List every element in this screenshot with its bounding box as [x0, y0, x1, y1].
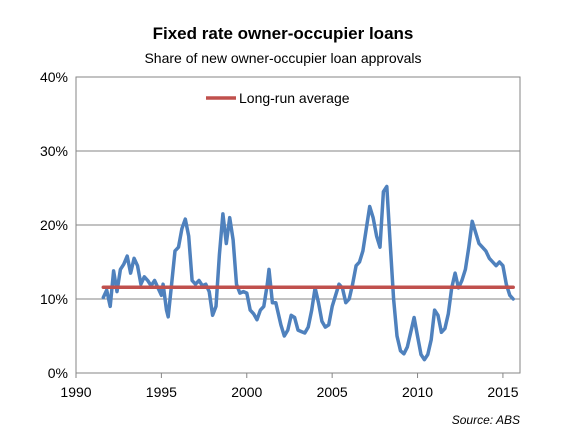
x-tick-label: 2005: [317, 384, 348, 400]
series-line-fixed-rate-share: [101, 184, 515, 362]
source-label: Source: ABS: [452, 413, 520, 427]
y-tick-label: 10%: [40, 291, 68, 307]
legend-label-long-run-average: Long-run average: [239, 90, 350, 106]
axis-layer: 0% 10% 20% 30% 40% 1990 1995 2000 2005 2010 2015: [40, 69, 519, 400]
x-tick-label: 2015: [487, 384, 518, 400]
x-tick-label: 1995: [146, 384, 177, 400]
chart-title: Fixed rate owner-occupier loans: [152, 24, 414, 43]
legend: Long-run average: [206, 90, 350, 106]
x-tick-label: 2000: [231, 384, 262, 400]
y-tick-label: 30%: [40, 143, 68, 159]
chart-subtitle: Share of new owner-occupier loan approva…: [144, 50, 422, 66]
y-tick-label: 20%: [40, 217, 68, 233]
y-tick-label: 0%: [48, 365, 68, 381]
x-tick-label: 2010: [402, 384, 433, 400]
plot-frame: [75, 76, 521, 374]
series-layer: [101, 184, 515, 362]
y-tick-label: 40%: [40, 69, 68, 85]
x-tick-label: 1990: [60, 384, 91, 400]
